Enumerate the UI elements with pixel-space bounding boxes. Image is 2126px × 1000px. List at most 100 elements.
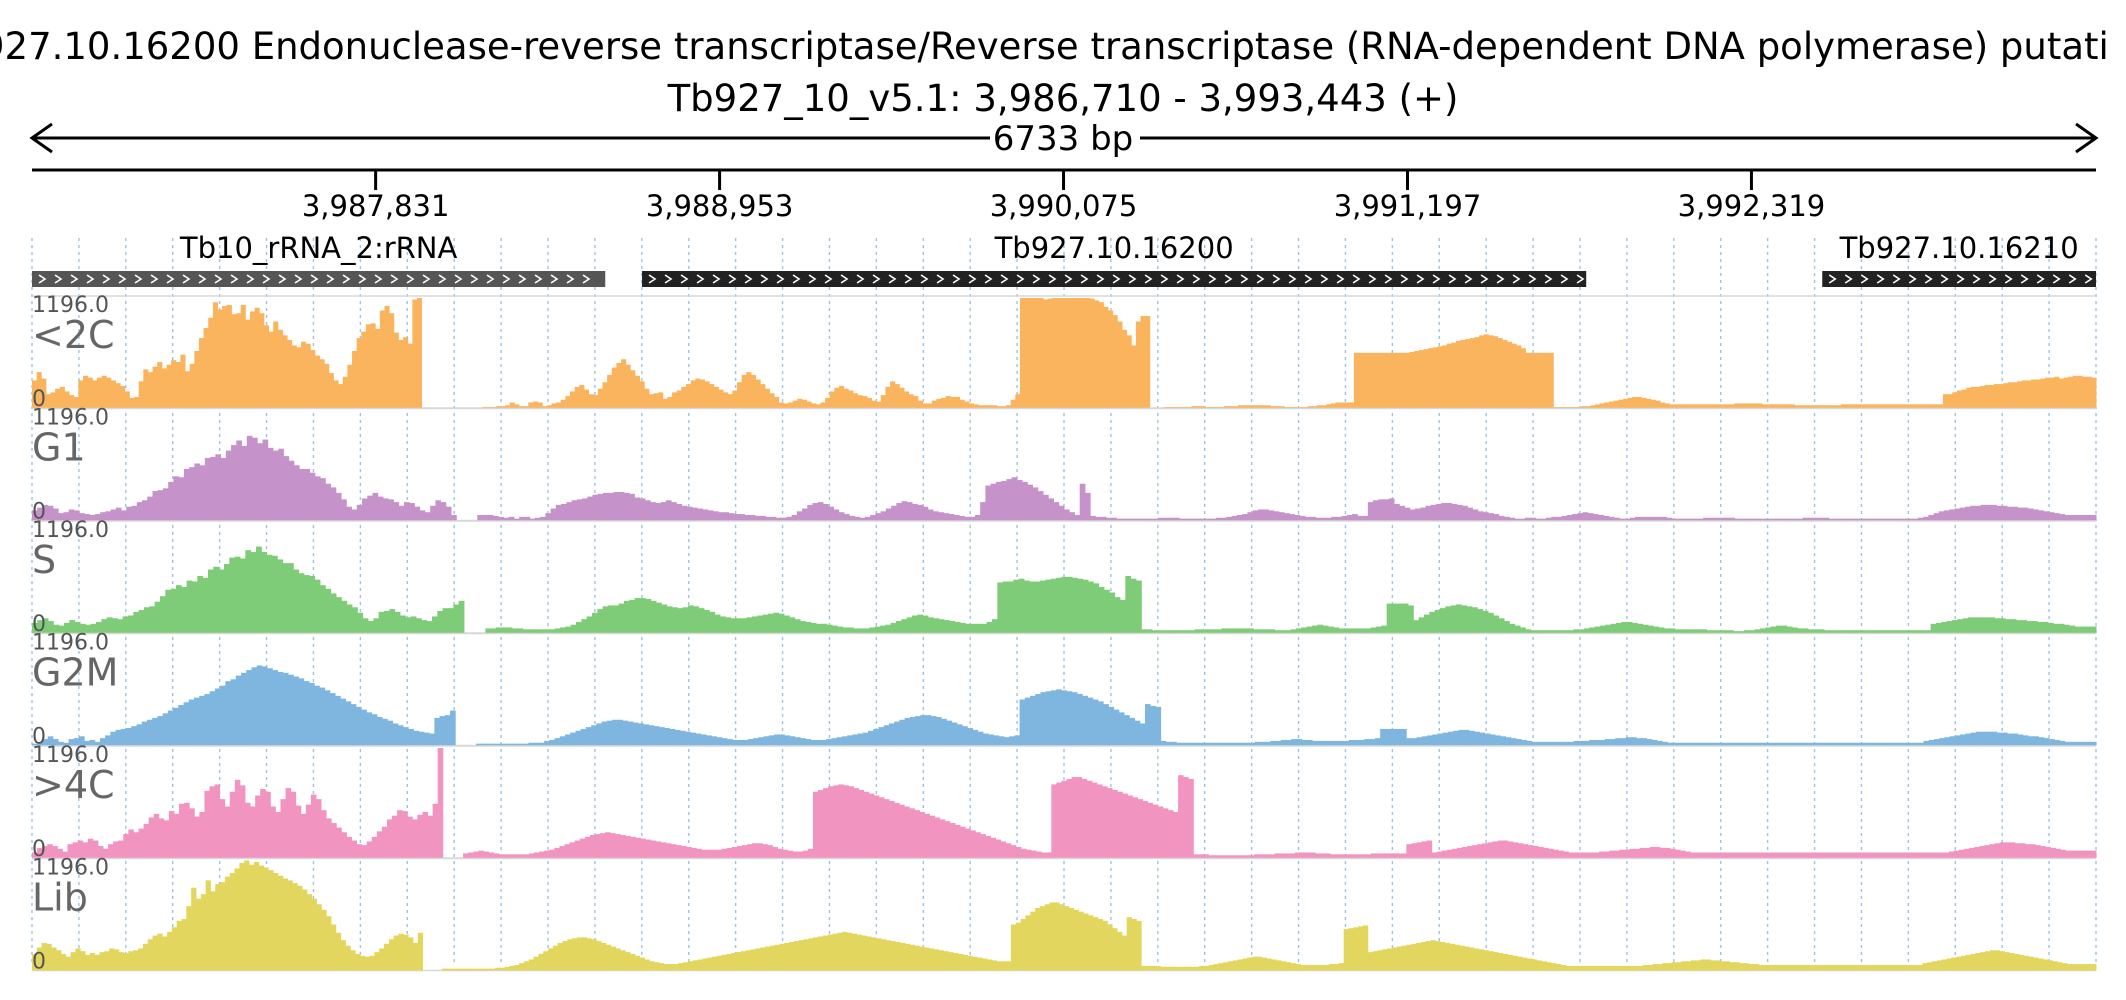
coverage-bar — [1792, 627, 1798, 633]
coverage-bar — [501, 627, 508, 633]
coverage-bar — [1483, 512, 1489, 521]
coverage-bar — [1053, 502, 1060, 521]
coverage-bar — [1794, 405, 1800, 408]
feature-bar[interactable] — [1822, 271, 2096, 287]
coverage-bar — [200, 894, 207, 971]
feature-bar[interactable] — [32, 271, 606, 287]
coverage-bar — [298, 678, 305, 746]
coverage-bar — [167, 710, 174, 746]
coverage-bar — [896, 621, 902, 633]
coverage-bar — [1772, 964, 1779, 971]
coverage-bar — [695, 378, 701, 408]
coverage-bar — [241, 446, 248, 521]
coverage-bar — [1362, 925, 1369, 971]
coverage-bar — [1782, 742, 1789, 746]
coverage-bar — [1321, 405, 1327, 408]
span-label: 6733 bp — [993, 119, 1134, 159]
coverage-bar — [1664, 847, 1671, 858]
coverage-bar — [1382, 949, 1388, 971]
coverage-bar — [1996, 505, 2003, 521]
coverage-bar — [1553, 849, 1559, 858]
coverage-bar — [445, 506, 452, 521]
coverage-bar — [256, 665, 263, 746]
coverage-bar — [1599, 965, 1605, 971]
track-0[interactable]: 1196.00<2C — [32, 293, 2097, 412]
coverage-bar — [943, 951, 949, 971]
coverage-bar — [1284, 407, 1290, 408]
coverage-bar — [1845, 964, 1851, 971]
coverage-bar — [1269, 629, 1276, 633]
feature-bar[interactable] — [642, 271, 1587, 287]
coverage-bar — [557, 942, 563, 971]
coverage-bar — [1140, 316, 1146, 408]
coverage-bar — [273, 873, 279, 971]
coverage-bar — [263, 325, 269, 408]
coverage-bar — [141, 721, 148, 746]
coverage-bar — [310, 350, 316, 408]
coverage-bar — [32, 622, 38, 633]
coverage-bar — [837, 932, 843, 971]
coverage-tracks[interactable]: 1196.00<2C1196.00G11196.00S1196.00G2M119… — [32, 293, 2097, 975]
coverage-bar — [1414, 350, 1420, 408]
coverage-bar — [1421, 736, 1428, 746]
coverage-bar — [1573, 629, 1580, 633]
coverage-bar — [601, 721, 608, 746]
coverage-bar — [528, 959, 534, 971]
coverage-bar — [1082, 695, 1088, 746]
coverage-bar — [949, 823, 956, 858]
coverage-bar — [513, 518, 520, 521]
coverage-bar — [1700, 852, 1706, 858]
coverage-bar — [707, 510, 714, 521]
coverage-bar — [1728, 630, 1734, 633]
coverage-bar — [1827, 852, 1833, 858]
coverage-bar — [1872, 852, 1879, 858]
coverage-bar — [379, 310, 385, 408]
coverage-bar — [589, 835, 596, 858]
coverage-bar — [643, 724, 650, 746]
coverage-bar — [79, 736, 85, 746]
coverage-bar — [1024, 298, 1030, 408]
coverage-bar — [1358, 926, 1364, 971]
coverage-bar — [244, 802, 251, 858]
feature-track[interactable]: Tb10_rRNA_2:rRNA Tb927.10.16200 Tb927.10.1… — [32, 231, 2096, 287]
coverage-bar — [240, 558, 246, 633]
coverage-bar — [350, 950, 356, 971]
coverage-bar — [1325, 517, 1332, 521]
coverage-bar — [236, 440, 242, 521]
coverage-bar — [1844, 518, 1851, 521]
feature-2[interactable]: Tb927.10.16210 — [1822, 231, 2096, 287]
coverage-bar — [1713, 517, 1720, 521]
coverage-bar — [1922, 963, 1928, 971]
coverage-bar — [292, 883, 298, 971]
coverage-bar — [1509, 623, 1516, 633]
coverage-bar — [1819, 742, 1825, 746]
coverage-bar — [629, 599, 636, 633]
coverage-bar — [810, 739, 817, 746]
track-4[interactable]: 1196.00>4C — [32, 743, 2097, 862]
coverage-bar — [894, 721, 900, 746]
coverage-bar — [1512, 842, 1519, 858]
ruler-tick-label-0: 3,987,831 — [302, 189, 450, 223]
coverage-bar — [273, 321, 279, 408]
coverage-bar — [1203, 965, 1210, 971]
feature-0[interactable]: Tb10_rRNA_2:rRNA — [32, 231, 606, 287]
coverage-bar — [973, 404, 979, 408]
feature-1[interactable]: Tb927.10.16200 — [642, 231, 1587, 287]
coverage-bar — [934, 817, 941, 858]
coverage-bar — [851, 933, 858, 971]
coverage-bar — [476, 743, 482, 746]
coverage-bar — [1155, 965, 1161, 971]
coverage-bar — [995, 839, 1002, 858]
track-2[interactable]: 1196.00S — [32, 518, 2097, 637]
coverage-bar — [899, 387, 905, 408]
coverage-bar — [1395, 728, 1402, 746]
coverage-bar — [1304, 852, 1311, 858]
coverage-bar — [1469, 338, 1475, 408]
coverage-bar — [1792, 742, 1799, 746]
coverage-bar — [1208, 964, 1214, 971]
coverage-bar — [1964, 848, 1970, 858]
